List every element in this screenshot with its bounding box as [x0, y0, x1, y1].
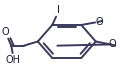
Text: OH: OH [5, 55, 20, 65]
Text: O: O [1, 27, 9, 37]
Text: O: O [109, 39, 117, 49]
Text: O: O [96, 18, 103, 27]
Text: I: I [57, 5, 60, 15]
